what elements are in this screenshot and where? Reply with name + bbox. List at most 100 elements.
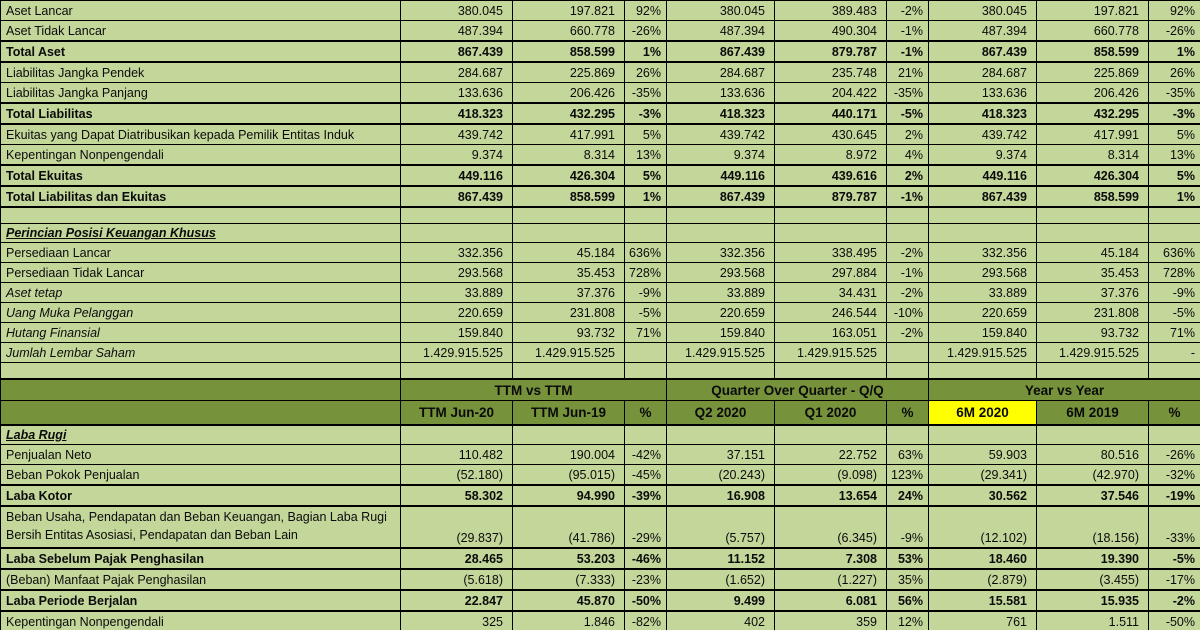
cell-value[interactable]: 858.599 [1036,40,1149,63]
row-label[interactable]: Total Liabilitas [0,102,401,125]
cell-value[interactable]: 293.568 [666,262,775,283]
row-label[interactable]: Penjualan Neto [0,444,401,465]
cell-value[interactable]: 439.742 [666,123,775,145]
cell-value[interactable]: (18.156) [1036,505,1149,549]
cell-value[interactable]: (12.102) [928,505,1037,549]
empty-cell[interactable] [1036,424,1149,445]
cell-value[interactable]: 190.004 [512,444,625,465]
cell-value[interactable]: 4% [886,144,929,166]
cell-value[interactable]: 487.394 [666,20,775,42]
cell-value[interactable]: 879.787 [774,40,887,63]
cell-value[interactable]: 45.184 [512,242,625,263]
cell-value[interactable]: 22.752 [774,444,887,465]
cell-value[interactable]: -9% [624,282,667,303]
cell-value[interactable] [886,342,929,363]
empty-cell[interactable] [1148,223,1200,243]
cell-value[interactable]: 660.778 [1036,20,1149,42]
row-label[interactable]: Aset Tidak Lancar [0,20,401,42]
row-label[interactable]: Total Aset [0,40,401,63]
cell-value[interactable]: 389.483 [774,0,887,21]
cell-value[interactable]: 28.465 [400,547,513,570]
cell-value[interactable]: -26% [624,20,667,42]
group-header[interactable]: TTM vs TTM [400,378,667,401]
cell-value[interactable]: 1.429.915.525 [774,342,887,363]
empty-cell[interactable] [666,206,775,224]
cell-value[interactable]: 293.568 [400,262,513,283]
cell-value[interactable]: 9.499 [666,589,775,612]
row-label[interactable]: Liabilitas Jangka Panjang [0,82,401,104]
cell-value[interactable]: 9.374 [400,144,513,166]
cell-value[interactable]: (7.333) [512,568,625,591]
group-header[interactable]: Quarter Over Quarter - Q/Q [666,378,929,401]
cell-value[interactable]: 16.908 [666,484,775,507]
cell-value[interactable]: 332.356 [928,242,1037,263]
cell-value[interactable]: 34.431 [774,282,887,303]
row-label[interactable]: Persediaan Tidak Lancar [0,262,401,283]
cell-value[interactable]: 18.460 [928,547,1037,570]
cell-value[interactable]: 867.439 [400,185,513,208]
row-label[interactable]: Hutang Finansial [0,322,401,343]
cell-value[interactable]: 110.482 [400,444,513,465]
cell-value[interactable]: 35.453 [1036,262,1149,283]
empty-cell[interactable] [774,206,887,224]
cell-value[interactable]: (20.243) [666,464,775,486]
row-label[interactable]: Ekuitas yang Dapat Diatribusikan kepada … [0,123,401,145]
cell-value[interactable]: -2% [886,322,929,343]
column-header[interactable]: 6M 2019 [1036,400,1149,426]
cell-value[interactable]: 867.439 [666,185,775,208]
cell-value[interactable]: 432.295 [512,102,625,125]
column-header[interactable]: % [624,400,667,426]
cell-value[interactable]: -46% [624,547,667,570]
cell-value[interactable]: 1.429.915.525 [928,342,1037,363]
cell-value[interactable]: 418.323 [400,102,513,125]
cell-value[interactable]: 439.742 [400,123,513,145]
cell-value[interactable]: -45% [624,464,667,486]
empty-cell[interactable] [512,206,625,224]
cell-value[interactable]: (52.180) [400,464,513,486]
cell-value[interactable]: 58.302 [400,484,513,507]
cell-value[interactable]: 1% [1148,185,1200,208]
cell-value[interactable]: 879.787 [774,185,887,208]
cell-value[interactable]: 235.748 [774,61,887,83]
cell-value[interactable]: 13.654 [774,484,887,507]
cell-value[interactable]: 380.045 [928,0,1037,21]
empty-cell[interactable] [928,206,1037,224]
cell-value[interactable]: 94.990 [512,484,625,507]
cell-value[interactable]: 197.821 [1036,0,1149,21]
cell-value[interactable]: 35% [886,568,929,591]
cell-value[interactable]: 426.304 [1036,164,1149,187]
cell-value[interactable]: (5.757) [666,505,775,549]
empty-cell[interactable] [1036,223,1149,243]
cell-value[interactable]: -1% [886,262,929,283]
cell-value[interactable]: 11.152 [666,547,775,570]
cell-value[interactable]: 33.889 [928,282,1037,303]
cell-value[interactable]: -2% [1148,589,1200,612]
row-label[interactable]: Laba Sebelum Pajak Penghasilan [0,547,401,570]
cell-value[interactable]: 9.374 [666,144,775,166]
cell-value[interactable]: -9% [1148,282,1200,303]
cell-value[interactable]: 636% [1148,242,1200,263]
cell-value[interactable]: (95.015) [512,464,625,486]
cell-value[interactable]: 1.429.915.525 [666,342,775,363]
cell-value[interactable]: 417.991 [512,123,625,145]
cell-value[interactable]: 93.732 [1036,322,1149,343]
column-header[interactable]: Q1 2020 [774,400,887,426]
cell-value[interactable]: 37.546 [1036,484,1149,507]
empty-cell[interactable] [666,223,775,243]
cell-value[interactable]: (3.455) [1036,568,1149,591]
cell-value[interactable]: 15.581 [928,589,1037,612]
cell-value[interactable]: 93.732 [512,322,625,343]
cell-value[interactable]: 5% [1148,123,1200,145]
cell-value[interactable]: 26% [624,61,667,83]
empty-cell[interactable] [774,424,887,445]
cell-value[interactable]: 12% [886,610,929,630]
cell-value[interactable]: 1% [1148,40,1200,63]
cell-value[interactable]: 1.429.915.525 [512,342,625,363]
empty-cell[interactable] [1148,362,1200,380]
cell-value[interactable]: -42% [624,444,667,465]
cell-value[interactable]: 490.304 [774,20,887,42]
cell-value[interactable]: (29.837) [400,505,513,549]
cell-value[interactable]: 430.645 [774,123,887,145]
cell-value[interactable]: 225.869 [512,61,625,83]
row-label[interactable]: Persediaan Lancar [0,242,401,263]
